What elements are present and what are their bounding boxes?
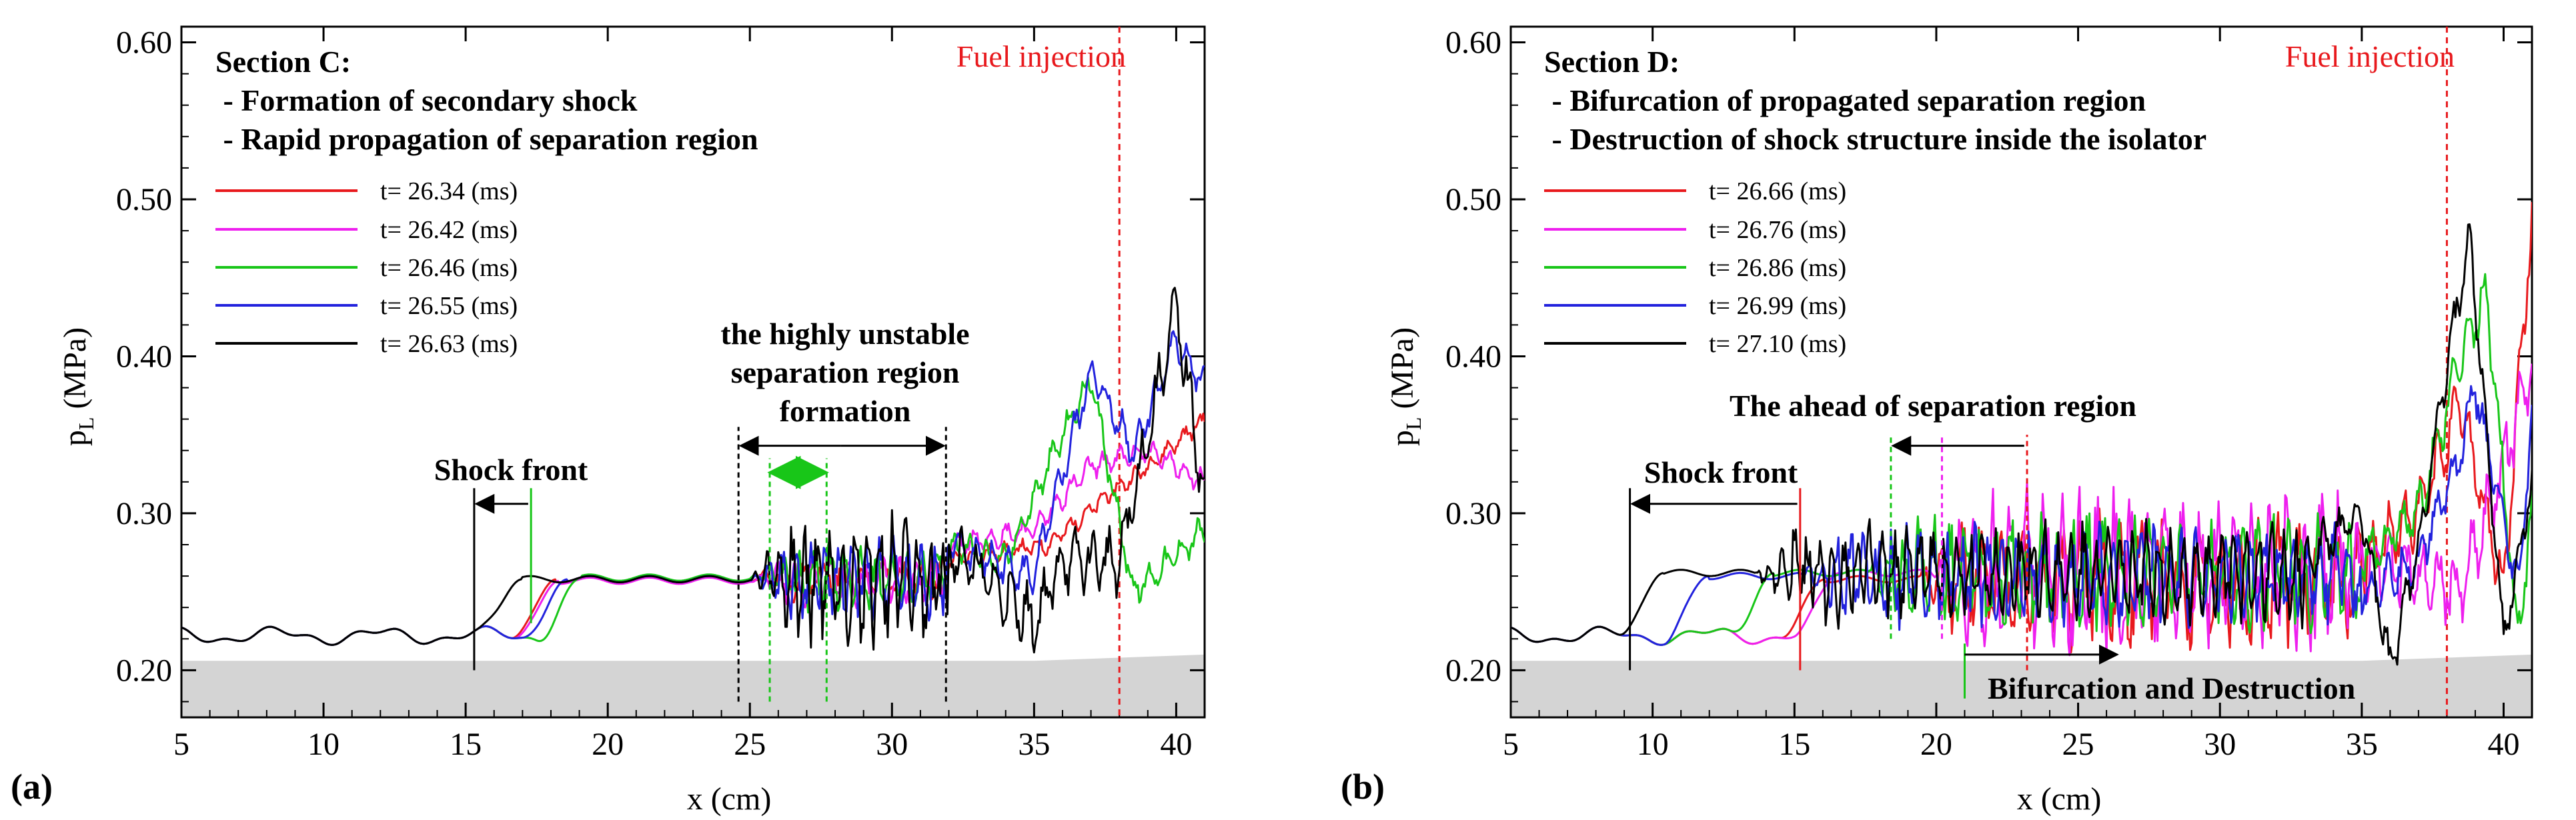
panel-a-xtick-label-30: 30 xyxy=(876,727,908,762)
legend-a-entry-5: t= 26.63 (ms) xyxy=(380,330,518,358)
legend-b-entry-2: t= 26.76 (ms) xyxy=(1709,216,1846,244)
panel-b-series-group xyxy=(1511,202,2532,666)
panel-b-ytick-label-0.30: 0.30 xyxy=(1445,496,1501,531)
panel-a-title-line-3: - Rapid propagation of separation region xyxy=(215,122,758,156)
panel-b: (b) pL (MPa) x (cm) 5 10 15 20 25 30 35 40 0.20 0… xyxy=(1341,25,2533,817)
legend-a-entry-1: t= 26.34 (ms) xyxy=(380,177,518,205)
panel-a-wall-region xyxy=(181,654,1205,717)
panel-b-title: Section D: - Bifurcation of propagated s… xyxy=(1544,45,2206,156)
panel-a: (a) pL (MPa) x (cm) 5 10 15 20 25 30 35 40 0.20 0… xyxy=(11,25,1206,817)
panel-a-legend: t= 26.34 (ms) t= 26.42 (ms) t= 26.46 (ms… xyxy=(215,177,518,358)
panel-b-title-line-3: - Destruction of shock structure inside … xyxy=(1544,122,2206,156)
panel-b-wall-region xyxy=(1511,654,2532,717)
panel-a-ytick-label-0.30: 0.30 xyxy=(116,496,172,531)
panel-b-xtick-label-30: 30 xyxy=(2204,727,2236,762)
panel-b-ytick-label-0.50: 0.50 xyxy=(1445,182,1501,217)
panel-b-ylabel: pL (MPa) xyxy=(1385,327,1425,446)
panel-b-title-line-1: Section D: xyxy=(1544,45,1680,79)
panel-a-title-line-1: Section C: xyxy=(215,45,351,79)
annotation-a-region-line-3: formation xyxy=(780,394,911,428)
panel-b-annotations: Shock front The ahead of separation regi… xyxy=(1644,389,2355,705)
ylabel-sub: L xyxy=(74,417,98,431)
panel-a-series-5 xyxy=(181,287,1205,654)
panel-b-series-5 xyxy=(1511,223,2532,666)
panel-b-xtick-label-10: 10 xyxy=(1637,727,1669,762)
panel-a-xtick-label-25: 25 xyxy=(734,727,766,762)
panel-a-xtick-label-15: 15 xyxy=(450,727,482,762)
legend-b-entry-1: t= 26.66 (ms) xyxy=(1709,177,1846,205)
panel-a-annotation-marks xyxy=(473,427,947,702)
panel-b-label: (b) xyxy=(1341,767,1385,807)
annotation-a-region-line-1: the highly unstable xyxy=(720,317,969,351)
annotation-b-shock-front: Shock front xyxy=(1644,455,1798,489)
ylabel-sub: L xyxy=(1401,417,1425,431)
panel-a-label: (a) xyxy=(11,767,53,807)
panel-b-xtick-label-5: 5 xyxy=(1503,727,1519,762)
panel-a-ytick-label-0.40: 0.40 xyxy=(116,339,172,374)
panel-a-xtick-label-10: 10 xyxy=(307,727,340,762)
legend-b-entry-4: t= 26.99 (ms) xyxy=(1709,292,1846,320)
panel-b-xtick-label-40: 40 xyxy=(2487,727,2519,762)
panel-a-fuel-injection-label: Fuel injection xyxy=(956,39,1126,73)
panel-b-annotation-marks xyxy=(1629,435,2119,699)
panel-a-xtick-label-40: 40 xyxy=(1160,727,1192,762)
panel-a-ytick-label-0.20: 0.20 xyxy=(116,653,172,688)
panel-b-xtick-label-25: 25 xyxy=(2062,727,2094,762)
panel-a-ytick-label-0.50: 0.50 xyxy=(116,182,172,217)
panel-a-xtick-label-20: 20 xyxy=(592,727,624,762)
panel-b-ytick-label-0.20: 0.20 xyxy=(1445,653,1501,688)
legend-b-entry-3: t= 26.86 (ms) xyxy=(1709,254,1846,282)
panel-b-legend: t= 26.66 (ms) t= 26.76 (ms) t= 26.86 (ms… xyxy=(1544,177,1846,358)
panel-b-title-line-2: - Bifurcation of propagated separation r… xyxy=(1544,83,2146,117)
panel-b-series-4 xyxy=(1511,385,2532,646)
panel-a-annotations: Shock front the highly unstable separati… xyxy=(434,317,970,487)
annotation-a-shock-front: Shock front xyxy=(434,453,588,487)
panel-a-series-group xyxy=(181,287,1205,654)
annotation-a-region-line-2: separation region xyxy=(731,355,960,389)
svg-text:pL (MPa): pL (MPa) xyxy=(57,327,98,446)
panel-b-ytick-label-0.40: 0.40 xyxy=(1445,339,1501,374)
ylabel-p: p xyxy=(1385,430,1420,446)
legend-a-entry-4: t= 26.55 (ms) xyxy=(380,292,518,320)
panel-a-xtick-label-5: 5 xyxy=(173,727,189,762)
panel-a-title-line-2: - Formation of secondary shock xyxy=(215,83,638,117)
ylabel-unit: (MPa) xyxy=(1385,327,1420,417)
ylabel-unit: (MPa) xyxy=(57,327,93,417)
panel-b-fuel-injection-label: Fuel injection xyxy=(2285,39,2455,73)
panel-a-ylabel: pL (MPa) xyxy=(57,327,98,446)
panel-b-ytick-label-0.60: 0.60 xyxy=(1445,25,1501,61)
panel-b-xlabel: x (cm) xyxy=(2017,781,2102,817)
svg-text:pL (MPa): pL (MPa) xyxy=(1385,327,1425,446)
legend-a-entry-3: t= 26.46 (ms) xyxy=(380,254,518,282)
panel-b-xtick-label-35: 35 xyxy=(2346,727,2378,762)
panel-a-ytick-label-0.60: 0.60 xyxy=(116,25,172,61)
annotation-b-bifurcation: Bifurcation and Destruction xyxy=(1988,671,2355,705)
legend-b-entry-5: t= 27.10 (ms) xyxy=(1709,330,1846,358)
panel-a-xlabel: x (cm) xyxy=(687,781,772,817)
annotation-b-ahead-region: The ahead of separation region xyxy=(1730,389,2136,423)
panel-b-xtick-label-15: 15 xyxy=(1778,727,1810,762)
panel-a-title: Section C: - Formation of secondary shoc… xyxy=(215,45,758,156)
legend-a-entry-2: t= 26.42 (ms) xyxy=(380,216,518,244)
panel-b-xtick-label-20: 20 xyxy=(1920,727,1952,762)
ylabel-p: p xyxy=(57,430,93,446)
panel-a-xtick-label-35: 35 xyxy=(1018,727,1050,762)
